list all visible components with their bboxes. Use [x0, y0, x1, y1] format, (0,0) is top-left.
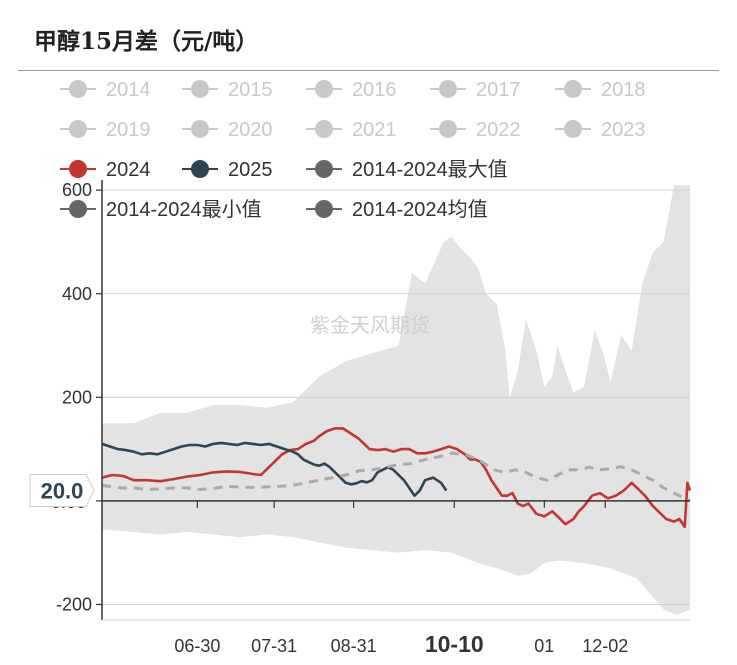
legend-label: 2016 — [352, 79, 397, 101]
legend-item-2014-2024最大值[interactable]: 2014-2024最大值 — [306, 158, 508, 181]
legend-marker — [191, 80, 209, 98]
legend-item-2024[interactable]: 2024 — [60, 159, 151, 181]
legend-item-2017[interactable]: 2017 — [430, 79, 521, 101]
axis-pointer-box — [29, 474, 95, 508]
legend-label: 2014-2024最小值 — [106, 198, 262, 221]
legend-label: 2014-2024均值 — [352, 198, 488, 221]
legend-marker — [439, 120, 457, 138]
legend-label: 2018 — [601, 79, 646, 101]
legend-item-2014[interactable]: 2014 — [60, 79, 151, 101]
min-max-band — [102, 185, 690, 615]
x-tick-label: 07-31 — [251, 636, 297, 656]
legend-marker — [69, 120, 87, 138]
legend-item-2023[interactable]: 2023 — [555, 119, 646, 141]
y-tick-label: 600 — [62, 180, 92, 200]
title-divider — [18, 70, 719, 71]
y-tick-label: 400 — [62, 284, 92, 304]
legend-marker — [564, 80, 582, 98]
legend-item-2015[interactable]: 2015 — [182, 79, 273, 101]
legend-marker — [564, 120, 582, 138]
legend-label: 2019 — [106, 119, 151, 141]
axis-pointer-value: 20.0 — [41, 479, 84, 504]
page-title: 甲醇15月差（元/吨） — [34, 28, 259, 55]
x-axis-pointer-label: 10-10 — [425, 631, 484, 657]
legend-marker — [69, 160, 87, 178]
series-line-2025 — [101, 441, 448, 497]
legend-label: 2022 — [476, 119, 521, 141]
y-tick-label: -200 — [56, 594, 92, 614]
legend-label: 2015 — [228, 79, 273, 101]
legend-marker — [315, 160, 333, 178]
legend-marker — [191, 120, 209, 138]
legend-marker — [315, 200, 333, 218]
legend-label: 2021 — [352, 119, 397, 141]
legend-item-2019[interactable]: 2019 — [60, 119, 151, 141]
legend-label: 2014 — [106, 79, 151, 101]
legend-marker — [69, 200, 87, 218]
legend-item-2022[interactable]: 2022 — [430, 119, 521, 141]
x-tick-label: 01 — [534, 636, 554, 656]
legend-item-2018[interactable]: 2018 — [555, 79, 646, 101]
legend-label: 2024 — [106, 159, 151, 181]
legend-item-2016[interactable]: 2016 — [306, 79, 397, 101]
x-tick-label: 08-31 — [331, 636, 377, 656]
legend-label: 2017 — [476, 79, 521, 101]
y-tick-label: 200 — [62, 387, 92, 407]
series-line-2014-2024均值 — [101, 451, 691, 503]
series-line-2024 — [101, 427, 692, 529]
legend-item-2021[interactable]: 2021 — [306, 119, 397, 141]
legend-marker — [315, 120, 333, 138]
watermark: 紫金天风期货 — [310, 313, 430, 337]
legend-label: 2014-2024最大值 — [352, 158, 508, 181]
x-tick-label: 12-02 — [582, 636, 628, 656]
legend-marker — [315, 80, 333, 98]
legend-item-2014-2024均值[interactable]: 2014-2024均值 — [306, 198, 488, 221]
legend-marker — [69, 80, 87, 98]
legend-item-2025[interactable]: 2025 — [182, 159, 273, 181]
legend-label: 2025 — [228, 159, 273, 181]
x-tick-label: 06-30 — [174, 636, 220, 656]
legend-item-2020[interactable]: 2020 — [182, 119, 273, 141]
legend-marker — [191, 160, 209, 178]
legend-item-2014-2024最小值[interactable]: 2014-2024最小值 — [60, 198, 262, 221]
legend-label: 2023 — [601, 119, 646, 141]
legend-marker — [439, 80, 457, 98]
legend-label: 2020 — [228, 119, 273, 141]
